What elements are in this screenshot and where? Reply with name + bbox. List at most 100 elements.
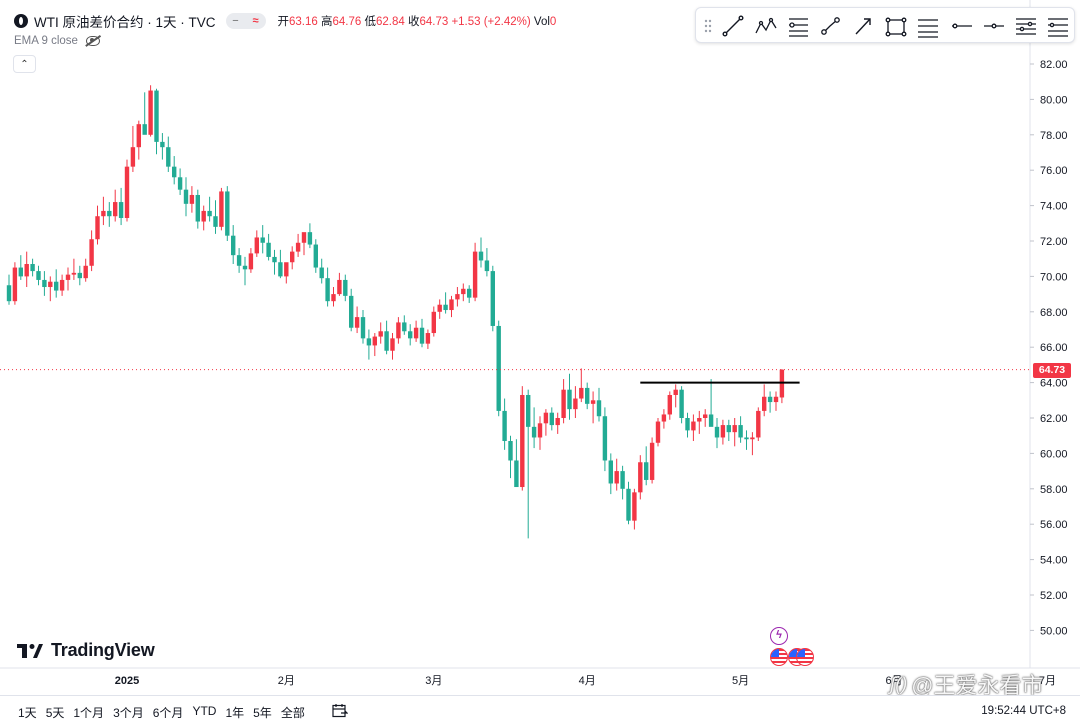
calendar-goto-icon[interactable] [332,703,348,718]
range-ytd-button[interactable]: YTD [192,704,217,718]
candle-body [543,412,549,424]
candle-body [596,400,602,417]
candle-body [714,426,720,438]
candle [567,373,572,420]
range-5y-button[interactable]: 5年 [253,706,272,720]
candle-body [773,396,779,403]
candle-body [396,322,401,339]
candle [750,432,755,456]
event-flash-icon[interactable]: ϟ [770,627,788,645]
arrow-icon[interactable] [855,18,871,35]
candle [331,287,336,307]
minus-icon[interactable]: − [232,15,239,27]
candle [714,418,720,449]
candle [59,274,65,296]
candle [248,248,254,273]
candle [596,387,602,422]
range-5d-button[interactable]: 5天 [45,706,65,720]
range-all-button[interactable]: 全部 [280,706,305,720]
long-position-icon[interactable] [1048,18,1068,37]
candle [472,242,478,302]
range-1y-button[interactable]: 1年 [225,706,245,720]
candle [325,267,330,307]
candle-body [531,426,537,438]
range-3m-button[interactable]: 3个月 [113,706,144,720]
candle-body [136,124,141,148]
candle-body [378,331,383,337]
us-flag-event-icon[interactable] [770,648,788,666]
candle-body [756,410,761,438]
candle [384,320,389,355]
hide-eye-icon[interactable] [85,36,100,46]
candle [502,398,507,450]
trend-line-icon[interactable] [722,15,744,37]
candle-body [54,281,59,291]
us-flag-event-icon[interactable] [796,648,814,666]
range-1d-button[interactable]: 1天 [18,706,37,720]
compare-toggle[interactable]: − ≈ [225,13,266,29]
path-icon[interactable] [821,17,840,35]
position-icon[interactable] [1016,18,1036,35]
candle [590,391,596,424]
candle-body [679,389,684,418]
candle [531,407,537,449]
candle-body [183,189,189,204]
candle [319,258,324,284]
candle [177,168,183,195]
candle-body [148,90,153,135]
candle [455,287,460,307]
candle-body [372,336,377,346]
range-6m-button[interactable]: 6个月 [152,706,184,720]
price-tick-label: 58.00 [1040,484,1068,496]
candle [620,465,625,500]
candle [266,233,271,261]
candle-body [160,141,165,148]
indicator-legend[interactable]: EMA 9 close [14,35,100,47]
candle [461,283,466,302]
candle [549,407,554,431]
rectangle-icon[interactable] [885,17,907,37]
candle [496,320,501,417]
candle-body [425,333,431,344]
candle [272,249,277,275]
candle [360,310,366,344]
symbol-title[interactable]: WTI 原油差价合约 · 1天 · TVC [34,15,216,30]
range-1m-button[interactable]: 1个月 [73,706,105,720]
candle-body [732,425,737,433]
symbol-legend[interactable]: WTI 原油差价合约 · 1天 · TVC − ≈ 开63.16 高64.76 … [14,11,556,31]
candle-body [750,437,755,440]
indicator-label[interactable]: EMA 9 close [14,35,78,47]
price-tick-label: 54.00 [1040,555,1068,567]
candle [313,239,318,273]
drag-handle-icon[interactable] [704,19,712,33]
horizontal-line-icon[interactable] [984,23,1004,29]
candle-body [207,210,212,217]
candle [236,248,242,273]
price-tick-label: 66.00 [1040,342,1068,354]
collapse-legend-button[interactable]: ⌃ [13,55,36,73]
candle-body [313,244,318,268]
candle [661,409,667,429]
xabcd-pattern-icon[interactable] [755,17,777,34]
fib-retracement-icon[interactable] [789,18,808,37]
candle-body [567,389,572,410]
candle [284,262,289,284]
candle-body [620,471,625,489]
candle-body [443,304,448,311]
candle-body [685,418,690,431]
candlestick-chart[interactable]: 82.00 80.00 78.00 76.00 74.00 72.00 70.00 68.00… [0,0,1080,695]
horizontal-ray-icon[interactable] [952,23,972,29]
candle-body [496,325,501,411]
candle-body [213,216,218,227]
grid [0,0,1080,669]
symbol-logo-icon [14,14,28,28]
candle [301,232,307,256]
candle-body [644,462,649,480]
approx-icon[interactable]: ≈ [252,15,259,27]
parallel-channel-icon[interactable] [918,19,938,38]
price-tick-label: 64.00 [1040,378,1068,390]
tradingview-logo[interactable]: TradingView [17,640,155,661]
candle-body [667,394,672,415]
utc-clock[interactable]: 19:52:44 UTC+8 [981,705,1066,717]
candle [142,92,147,135]
